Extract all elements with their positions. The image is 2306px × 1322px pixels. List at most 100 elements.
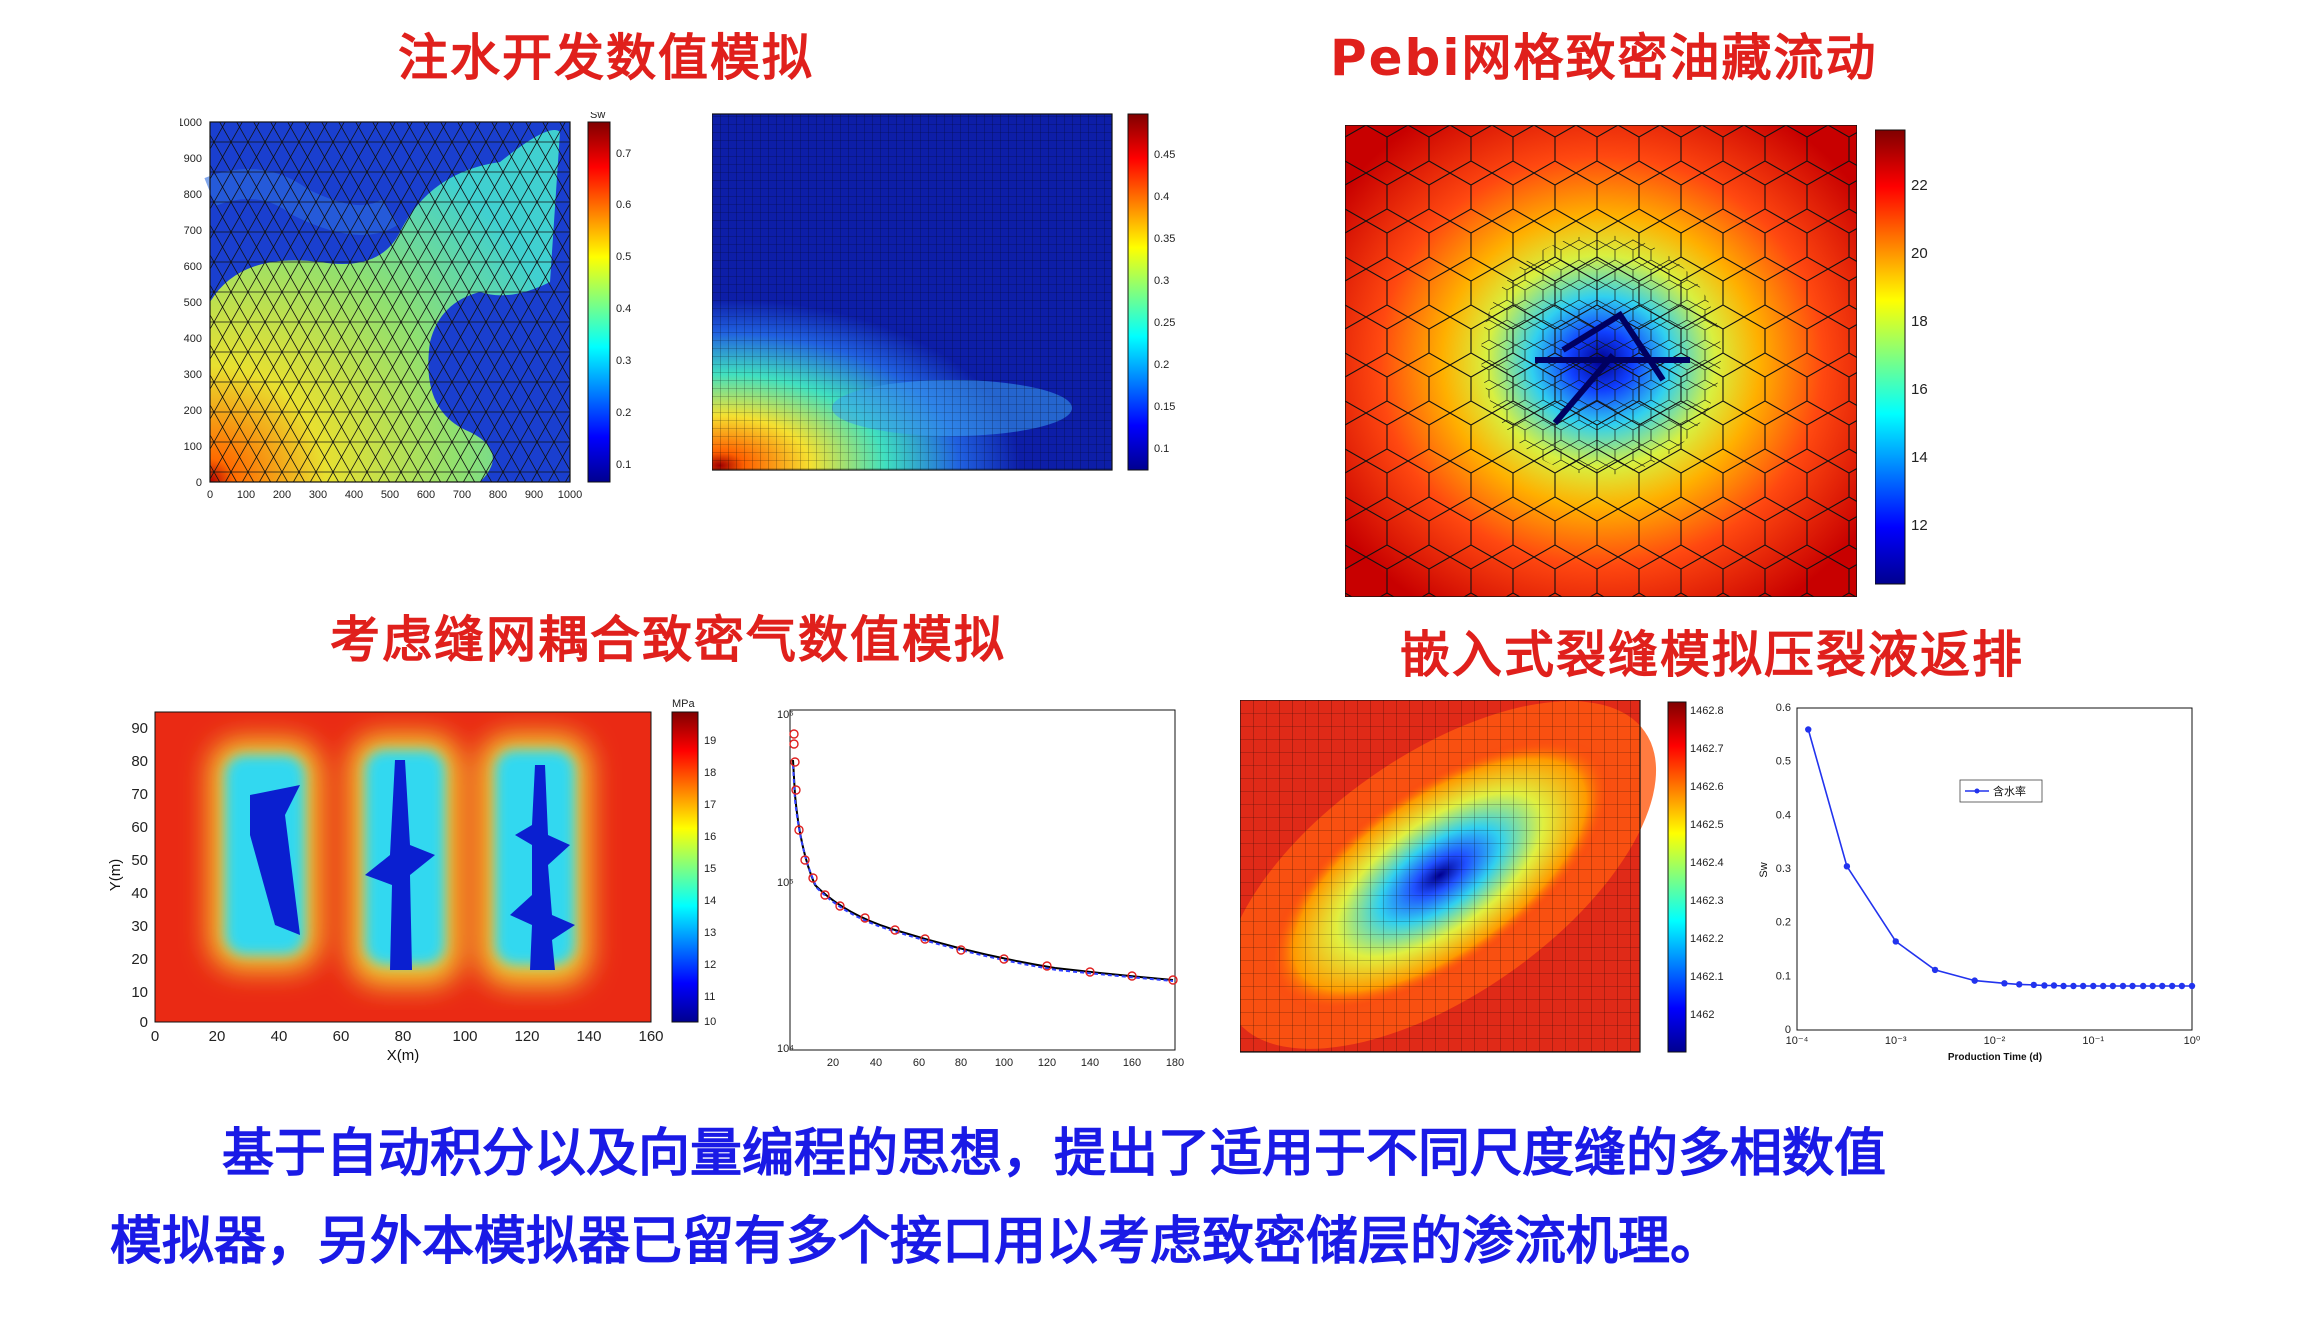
- chart-g-x-tick: 10⁻¹: [2082, 1035, 2104, 1047]
- svg-text:1462.5: 1462.5: [1690, 819, 1724, 831]
- title-embedded-fracture: 嵌入式裂缝模拟压裂液返排: [1400, 626, 2024, 684]
- svg-text:140: 140: [576, 1028, 601, 1045]
- panel-d-y-ticks: 90 80 70 60 50 40 30 20 10 0: [131, 720, 148, 1031]
- svg-text:0.4: 0.4: [616, 303, 631, 315]
- chart-g-y-tick: 0.1: [1776, 970, 1791, 982]
- chart-g-point: [2001, 980, 2008, 987]
- panel-sw-triangular-mesh: 1000 900 800 700 600 500 400 300 200 100…: [180, 112, 631, 501]
- chart-g-x-tick: 10⁻²: [1984, 1035, 2006, 1047]
- chart-g-point: [2188, 982, 2196, 990]
- svg-text:10⁴: 10⁴: [777, 1043, 794, 1055]
- svg-text:0.6: 0.6: [616, 199, 631, 211]
- chart-g-point: [2168, 982, 2176, 990]
- svg-text:80: 80: [131, 753, 148, 770]
- svg-text:1462.4: 1462.4: [1690, 857, 1724, 869]
- svg-text:140: 140: [1081, 1057, 1099, 1069]
- chart-g-y-tick: 0.5: [1776, 756, 1791, 768]
- svg-text:20: 20: [131, 951, 148, 968]
- chart-g-point: [1931, 966, 1939, 974]
- svg-text:17: 17: [704, 799, 716, 811]
- panel-b-map: [712, 113, 1113, 471]
- svg-text:120: 120: [1038, 1057, 1056, 1069]
- svg-text:Sw: Sw: [590, 112, 605, 121]
- chart-g-xlabel: Production Time (d): [1948, 1052, 2042, 1063]
- svg-text:10: 10: [704, 1016, 716, 1028]
- summary-paragraph: 基于自动积分以及向量编程的思想，提出了适用于不同尺度缝的多相数值 模拟器，另外本…: [110, 1110, 2210, 1286]
- svg-text:20: 20: [1911, 245, 1928, 262]
- chart-g-x-tick: 10⁻³: [1885, 1035, 1907, 1047]
- title-fracture-gas: 考虑缝网耦合致密气数值模拟: [330, 611, 1006, 669]
- svg-text:90: 90: [131, 720, 148, 737]
- panel-c-colorbar-svg: 22 20 18 16 14 12: [1875, 129, 1928, 585]
- svg-text:40: 40: [271, 1028, 288, 1045]
- svg-text:0: 0: [151, 1028, 159, 1045]
- chart-g-point: [2129, 982, 2136, 990]
- svg-text:50: 50: [131, 852, 148, 869]
- chart-g-point: [2090, 982, 2097, 990]
- svg-text:80: 80: [955, 1057, 967, 1069]
- chart-g-x-ticks: 10⁻⁴ 10⁻³ 10⁻² 10⁻¹ 10⁰: [1786, 1035, 2201, 1047]
- chart-g-point: [2079, 982, 2087, 990]
- svg-text:16: 16: [1911, 381, 1928, 398]
- panel-pressure-fracture-network: Y(m) X(m) 90 80 70 60 50 40 30 20 10 0 0…: [107, 698, 716, 1064]
- svg-text:1462.8: 1462.8: [1690, 705, 1724, 717]
- svg-text:0.2: 0.2: [1154, 359, 1169, 371]
- svg-text:200: 200: [184, 405, 202, 417]
- svg-text:0.7: 0.7: [616, 148, 631, 160]
- svg-text:40: 40: [870, 1057, 882, 1069]
- svg-text:16: 16: [704, 831, 716, 843]
- chart-g-point: [2016, 981, 2023, 988]
- svg-text:1462.2: 1462.2: [1690, 933, 1724, 945]
- chart-g-point: [2041, 982, 2048, 989]
- svg-text:0.35: 0.35: [1154, 233, 1175, 245]
- chart-g-point: [1805, 726, 1812, 733]
- summary-line-1: 基于自动积分以及向量编程的思想，提出了适用于不同尺度缝的多相数值: [222, 1124, 1887, 1184]
- chart-g-point: [1843, 863, 1851, 870]
- chart-g-point: [2109, 982, 2117, 990]
- chart-g-point: [2119, 982, 2127, 990]
- svg-text:14: 14: [704, 895, 716, 907]
- panel-d-map: Y(m) X(m) 90 80 70 60 50 40 30 20 10 0 0…: [107, 711, 664, 1064]
- svg-text:160: 160: [1123, 1057, 1141, 1069]
- svg-text:60: 60: [913, 1057, 925, 1069]
- svg-text:100: 100: [184, 441, 202, 453]
- chart-g-point: [2139, 982, 2147, 990]
- svg-text:X(m): X(m): [387, 1047, 420, 1064]
- svg-text:0.5: 0.5: [616, 251, 631, 263]
- chart-g-legend: 含水率: [1959, 779, 2043, 803]
- svg-text:1000: 1000: [180, 117, 202, 129]
- summary-line-2: 模拟器，另外本模拟器已留有多个接口用以考虑致密储层的渗流机理。: [110, 1212, 1723, 1272]
- panel-pebi-grid-map: [1345, 125, 1857, 597]
- svg-text:0.15: 0.15: [1154, 401, 1175, 413]
- chart-g-y-tick: 0.3: [1776, 863, 1791, 875]
- panel-f-colorbar: 1462.8 1462.7 1462.6 1462.5 1462.4 1462.…: [1667, 701, 1724, 1053]
- panel-a-y-ticks: 1000 900 800 700 600 500 400 300 200 100…: [180, 117, 202, 489]
- panel-e-axes: 10⁶ 10⁵ 10⁴ 20 40 60 80 100 120 140 160 …: [777, 709, 1184, 1069]
- panel-f-map: [1240, 700, 1657, 1053]
- svg-text:300: 300: [309, 489, 327, 501]
- svg-text:18: 18: [1911, 313, 1928, 330]
- svg-text:60: 60: [131, 819, 148, 836]
- svg-text:13: 13: [704, 927, 716, 939]
- svg-text:400: 400: [345, 489, 363, 501]
- svg-text:12: 12: [704, 959, 716, 971]
- svg-text:0: 0: [196, 477, 202, 489]
- chart-g-point: [2159, 982, 2166, 990]
- svg-text:500: 500: [184, 297, 202, 309]
- title-pebi-grid: Pebi网格致密油藏流动: [1330, 29, 1878, 87]
- svg-text:180: 180: [1166, 1057, 1184, 1069]
- svg-text:600: 600: [417, 489, 435, 501]
- svg-text:100: 100: [237, 489, 255, 501]
- svg-text:Y(m): Y(m): [107, 859, 124, 892]
- panel-embedded-fracture-map: 1462.8 1462.7 1462.6 1462.5 1462.4 1462.…: [1240, 700, 1724, 1053]
- panel-a-axes: 1000 900 800 700 600 500 400 300 200 100…: [180, 117, 582, 501]
- svg-text:1462: 1462: [1690, 1009, 1714, 1021]
- panel-b-colorbar: 0.45 0.4 0.35 0.3 0.25 0.2 0.15 0.1: [1127, 113, 1175, 471]
- svg-text:900: 900: [525, 489, 543, 501]
- chart-g-point: [1971, 977, 1978, 984]
- chart-g-point: [2149, 982, 2156, 990]
- svg-text:800: 800: [184, 189, 202, 201]
- panel-c-map: [1345, 125, 1857, 597]
- svg-text:0: 0: [140, 1014, 148, 1031]
- svg-text:1462.1: 1462.1: [1690, 971, 1724, 983]
